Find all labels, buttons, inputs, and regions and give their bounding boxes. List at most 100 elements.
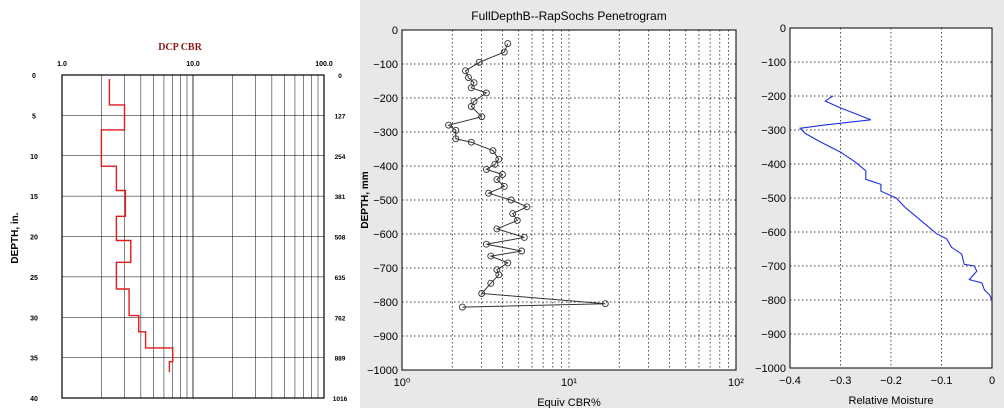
x-axis-label: Relative Moisture xyxy=(849,395,934,407)
right-tick-label: 762 xyxy=(335,315,346,322)
y-tick-label: −800 xyxy=(373,297,398,309)
right-tick-label: 508 xyxy=(335,235,346,242)
y-axis-label: DEPTH, in. xyxy=(10,212,21,263)
data-point xyxy=(513,216,521,224)
y-tick-label: 10 xyxy=(30,154,38,161)
plot-frame xyxy=(401,29,737,371)
data-point xyxy=(467,103,475,110)
y-tick-label: −500 xyxy=(761,193,786,205)
right-tick-label: 381 xyxy=(335,194,346,201)
right-tick-label: 0 xyxy=(338,73,342,80)
y-tick-label: −800 xyxy=(761,295,786,307)
y-tick-label: 0 xyxy=(32,73,36,80)
x-tick-label: −0.4 xyxy=(779,375,801,387)
x-tick-label: 10¹ xyxy=(561,377,577,389)
data-point xyxy=(493,225,501,233)
y-tick-label: −700 xyxy=(761,261,786,273)
y-tick-label: −200 xyxy=(373,93,398,105)
data-point xyxy=(482,165,490,173)
data-point xyxy=(601,300,609,308)
y-tick-label: −500 xyxy=(373,195,398,207)
data-point xyxy=(462,67,469,75)
y-tick-label: 25 xyxy=(30,275,38,282)
chart-title: DCP CBR xyxy=(158,42,202,53)
y-tick-label: −100 xyxy=(373,59,398,71)
y-tick-label: 40 xyxy=(30,396,38,403)
y-tick-label: 30 xyxy=(30,315,38,322)
y-tick-label: 0 xyxy=(780,23,786,35)
data-point xyxy=(520,233,528,241)
data-point xyxy=(499,171,506,178)
series-line xyxy=(100,79,174,373)
x-tick-label: 0 xyxy=(989,375,995,387)
y-tick-label: −900 xyxy=(373,331,398,343)
data-point xyxy=(475,58,483,66)
plot-frame xyxy=(61,74,325,399)
right-tick-label: 889 xyxy=(335,356,346,363)
data-point xyxy=(478,290,486,297)
data-point xyxy=(465,74,472,82)
y-tick-label: −100 xyxy=(761,57,786,69)
y-tick-label: −1000 xyxy=(755,363,786,375)
right-tick-label: 635 xyxy=(335,275,346,282)
y-tick-label: 15 xyxy=(30,194,38,201)
data-point xyxy=(482,240,490,248)
y-tick-label: −900 xyxy=(761,329,786,341)
data-point xyxy=(500,182,508,190)
data-point xyxy=(509,210,517,218)
data-point xyxy=(487,279,495,287)
data-point xyxy=(495,271,503,279)
data-point xyxy=(495,155,503,163)
right-tick-label: 254 xyxy=(335,154,346,161)
x-tick-label: −0.2 xyxy=(880,375,902,387)
data-point xyxy=(507,196,515,204)
y-tick-label: 0 xyxy=(392,25,398,37)
data-point xyxy=(452,135,460,143)
y-tick-label: −600 xyxy=(373,229,398,241)
data-point xyxy=(467,138,475,146)
x-tick-label: 100.0 xyxy=(315,61,333,68)
data-point xyxy=(523,203,531,211)
y-tick-label: −200 xyxy=(761,91,786,103)
data-point xyxy=(452,126,460,134)
y-tick-label: 5 xyxy=(32,113,36,120)
y-tick-label: 35 xyxy=(30,356,38,363)
data-point xyxy=(491,160,499,168)
data-point xyxy=(445,121,453,129)
relative-moisture-chart: −0.4 −0.3 −0.2 −0.1 0 0 −100 −200 −300 −400 −500 −6… xyxy=(752,0,1004,408)
y-tick-label: −400 xyxy=(761,159,786,171)
chart-title: FullDepthB--RapSochs Penetrogram xyxy=(471,9,666,23)
x-tick-label: 1.0 xyxy=(57,61,67,68)
right-tick-label: 127 xyxy=(335,113,346,120)
data-point xyxy=(500,48,508,56)
x-tick-label: 10.0 xyxy=(186,61,200,68)
y-axis-label: DEPTH, mm xyxy=(360,171,371,228)
y-tick-label: −400 xyxy=(373,161,398,173)
data-point xyxy=(485,189,493,197)
data-point xyxy=(482,89,490,97)
x-tick-label: −0.3 xyxy=(830,375,852,387)
penetrogram-chart: FullDepthB--RapSochs Penetrogram 0 −100 −2… xyxy=(360,0,752,408)
x-tick-label: 10⁰ xyxy=(394,377,411,389)
y-tick-label: 20 xyxy=(30,235,38,242)
x-tick-label: −0.1 xyxy=(931,375,953,387)
x-tick-label: 10² xyxy=(728,377,744,389)
data-point xyxy=(458,303,466,311)
data-point xyxy=(489,147,497,155)
y-tick-label: −300 xyxy=(761,125,786,137)
plot-frame xyxy=(789,27,993,369)
right-tick-label: 1016 xyxy=(333,396,348,403)
series-line xyxy=(447,43,606,308)
data-point xyxy=(478,113,486,121)
data-point xyxy=(504,40,512,48)
y-tick-label: −1000 xyxy=(367,365,398,377)
y-tick-label: −300 xyxy=(373,127,398,139)
x-axis-label: Equiv CBR% xyxy=(537,397,601,408)
data-point xyxy=(467,84,475,92)
y-tick-label: −700 xyxy=(373,263,398,275)
series-line xyxy=(798,95,993,301)
data-point xyxy=(493,176,501,184)
y-tick-label: −600 xyxy=(761,227,786,239)
data-point xyxy=(504,259,512,267)
data-point xyxy=(487,252,495,260)
